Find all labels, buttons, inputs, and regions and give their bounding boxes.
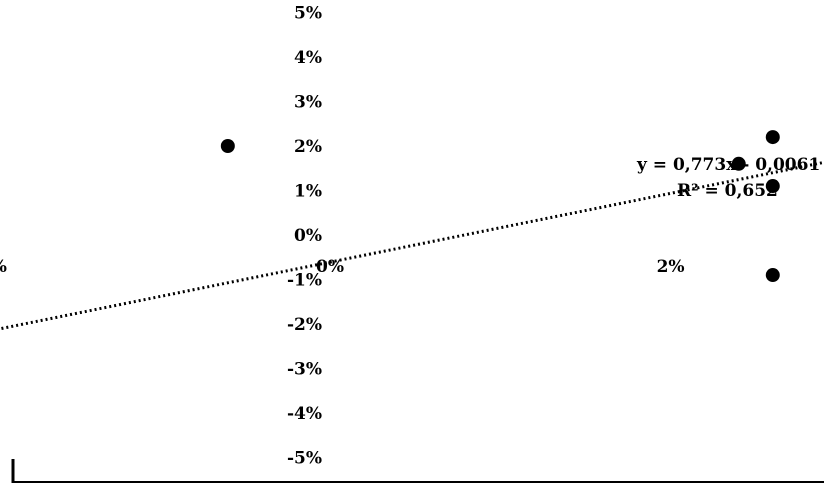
- y-tick-label: 2%: [294, 137, 322, 157]
- data-point: [765, 130, 780, 145]
- trendline-r-squared: R² = 0,652: [677, 181, 778, 201]
- y-tick-label: -3%: [287, 360, 322, 380]
- x-tick-label: -2%: [0, 257, 7, 277]
- y-tick-label: 0%: [294, 226, 322, 246]
- y-tick-label: -4%: [287, 404, 322, 424]
- trendline-equation: y = 0,773x - 0,0061: [636, 155, 820, 175]
- y-tick-label: -5%: [287, 449, 322, 469]
- y-tick-label: 4%: [294, 48, 322, 68]
- x-tick-label: 2%: [657, 257, 685, 277]
- x-tick-labels: -4%-2%0%2%4%6%: [0, 257, 685, 277]
- y-tick-label: 1%: [294, 182, 322, 202]
- data-point: [731, 156, 746, 171]
- y-tick-labels: 5% 4% 3% 2% 1% 0% -1% -2% -3% -4% -5%: [287, 4, 322, 469]
- data-point: [220, 139, 235, 153]
- x-tick-label: 0%: [316, 257, 344, 277]
- y-tick-label: 5%: [294, 4, 322, 24]
- trendline-layer: [0, 160, 824, 331]
- points-layer: [220, 130, 780, 283]
- y-tick-label: -2%: [287, 315, 322, 335]
- trendline: [0, 160, 824, 331]
- data-point: [765, 179, 780, 194]
- data-point: [765, 268, 780, 283]
- y-tick-label: -1%: [287, 271, 322, 291]
- y-tick-label: 3%: [294, 93, 322, 113]
